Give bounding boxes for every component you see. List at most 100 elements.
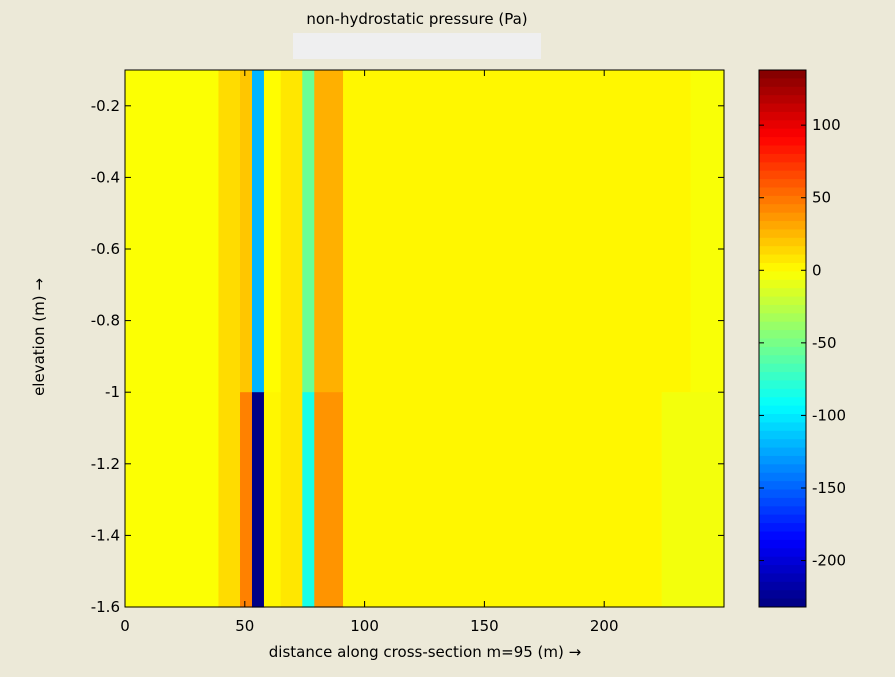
colorbar-segment — [759, 321, 806, 331]
heatmap-cell — [690, 70, 725, 393]
colorbar-tick-label: 50 — [812, 189, 831, 207]
title-background — [293, 33, 541, 59]
colorbar-segment — [759, 539, 806, 549]
heatmap-cell — [251, 70, 265, 393]
colorbar-segment — [759, 430, 806, 440]
colorbar-segment — [759, 288, 806, 298]
colorbar-segment — [759, 195, 806, 205]
colorbar-segment — [759, 598, 806, 608]
colorbar-frame — [758, 69, 807, 608]
colorbar-segment — [759, 363, 806, 373]
heatmap-cell — [263, 70, 282, 393]
colorbar-segment — [759, 137, 806, 147]
colorbar-segment — [759, 388, 806, 398]
colorbar-segment — [759, 380, 806, 390]
colorbar-segment — [759, 506, 806, 516]
heatmap-cell — [343, 392, 663, 608]
heatmap-cells — [125, 70, 725, 608]
x-tick-label: 50 — [235, 617, 254, 635]
colorbar-segment — [759, 422, 806, 432]
colorbar-segment — [759, 439, 806, 449]
y-axis-label: elevation (m) → — [30, 278, 48, 396]
heatmap-cell — [314, 392, 344, 608]
y-axis: -0.2 -0.4 -0.6 -0.8 -1 -1.2 -1.4 -1.6 — [91, 97, 724, 616]
colorbar-segment — [759, 481, 806, 491]
colorbar-segment — [759, 204, 806, 214]
colorbar-tick-label: -100 — [812, 406, 846, 424]
colorbar-segment — [759, 581, 806, 591]
colorbar-segment — [759, 111, 806, 121]
colorbar-segment — [759, 162, 806, 172]
colorbar-segment — [759, 514, 806, 524]
colorbar-segment — [759, 397, 806, 407]
colorbar-segment — [759, 229, 806, 239]
colorbar-segment — [759, 170, 806, 180]
heatmap-cell — [661, 392, 692, 608]
heatmap-cell — [302, 70, 315, 393]
y-tick-label: -1.6 — [91, 598, 120, 616]
colorbar-segment — [759, 556, 806, 566]
colorbar-segment — [759, 212, 806, 222]
colorbar-segment — [759, 489, 806, 499]
heatmap-cell — [251, 392, 265, 608]
heatmap-cell — [125, 70, 220, 393]
x-tick-label: 100 — [350, 617, 379, 635]
colorbar: 100 50 0 -50 -100 -150 -200 — [758, 69, 846, 608]
y-tick-label: -1.4 — [91, 526, 120, 544]
colorbar-tick-label: 100 — [812, 116, 841, 134]
colorbar-segment — [759, 573, 806, 583]
heatmap-cell — [263, 392, 282, 608]
colorbar-segment — [759, 78, 806, 88]
colorbar-segment — [759, 103, 806, 113]
y-tick-label: -0.6 — [91, 240, 120, 258]
colorbar-segment — [759, 254, 806, 264]
colorbar-segment — [759, 279, 806, 289]
heatmap-cell — [343, 70, 663, 393]
heatmap-cell — [314, 70, 344, 393]
colorbar-segment — [759, 372, 806, 381]
colorbar-segment — [759, 548, 806, 558]
colorbar-segment — [759, 497, 806, 507]
y-tick-label: -0.2 — [91, 97, 120, 115]
colorbar-segment — [759, 262, 806, 272]
colorbar-segment — [759, 246, 806, 256]
y-tick-label: -1.2 — [91, 455, 120, 473]
y-tick-label: -0.8 — [91, 312, 120, 330]
heatmap-cell — [218, 392, 241, 608]
plot-frame — [124, 69, 725, 608]
colorbar-segment — [759, 414, 806, 423]
colorbar-segment — [759, 346, 806, 356]
heatmap-cell — [218, 70, 241, 393]
chart-title: non-hydrostatic pressure (Pa) — [306, 10, 527, 28]
x-tick-label: 0 — [120, 617, 130, 635]
colorbar-segment — [759, 237, 806, 247]
colorbar-tick-label: -200 — [812, 552, 846, 570]
colorbar-segment — [759, 179, 806, 188]
colorbar-segment — [759, 330, 806, 339]
colorbar-segment — [759, 145, 806, 155]
heatmap-cell — [690, 392, 725, 608]
colorbar-segment — [759, 590, 806, 600]
colorbar-segment — [759, 95, 806, 105]
colorbar-segment — [759, 464, 806, 474]
y-tick-label: -1 — [105, 383, 120, 401]
colorbar-segment — [759, 565, 806, 574]
heatmap-cell — [661, 70, 692, 393]
heatmap-cell — [240, 70, 253, 393]
colorbar-segment — [759, 447, 806, 457]
colorbar-tick-label: -50 — [812, 334, 837, 352]
colorbar-tick-label: -150 — [812, 479, 846, 497]
y-tick-label: -0.4 — [91, 168, 120, 186]
colorbar-segment — [759, 355, 806, 365]
x-axis-label: distance along cross-section m=95 (m) → — [269, 643, 581, 661]
heatmap-cell — [280, 392, 303, 608]
colorbar-segment — [759, 304, 806, 314]
colorbar-segment — [759, 338, 806, 348]
colorbar-segment — [759, 70, 806, 79]
x-axis: 0 50 100 150 200 — [120, 70, 619, 635]
colorbar-segment — [759, 472, 806, 482]
colorbar-segment — [759, 187, 806, 197]
colorbar-segment — [759, 271, 806, 281]
colorbar-segment — [759, 313, 806, 323]
colorbar-segment — [759, 128, 806, 138]
